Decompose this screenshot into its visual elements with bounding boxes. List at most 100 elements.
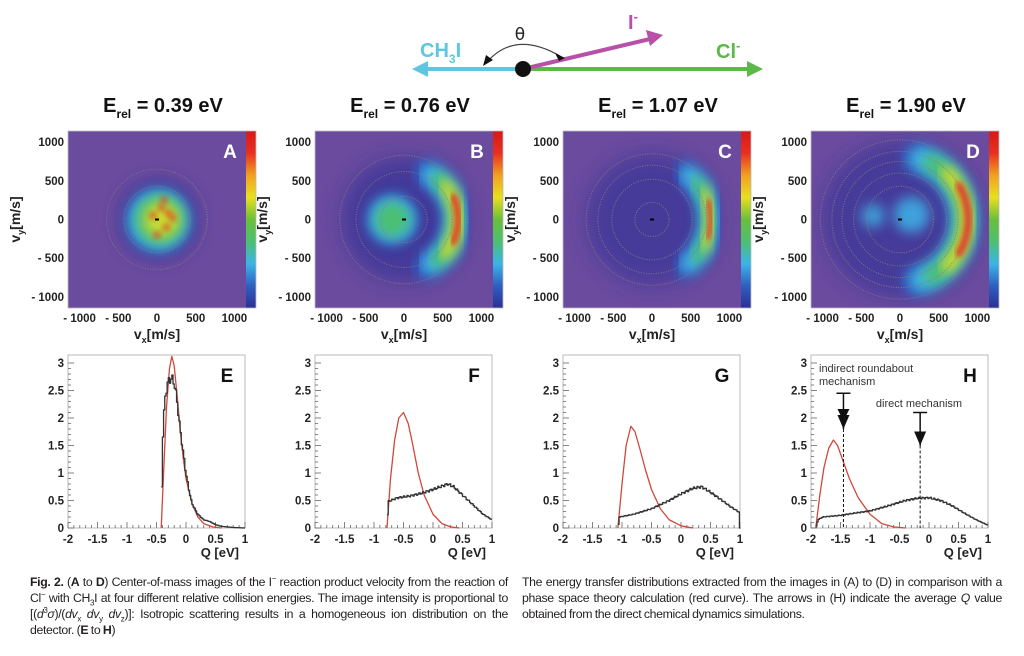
caption-segment: A <box>70 575 80 589</box>
caption-segment: 3 <box>90 598 95 608</box>
caption-segment: H <box>102 623 112 637</box>
text-part: rel <box>859 107 874 121</box>
x-axis-label: vx[m/s] <box>877 326 923 345</box>
y-tick-label: 1.5 <box>791 441 808 453</box>
caption-segment: )/( <box>54 607 66 621</box>
plot-g: -2 -1.5 -1 -0.5 0 0.5 1 0 0.5 1 1.5 2 2.5 3 Q [eV] G <box>543 354 744 560</box>
intensity-crescent <box>450 193 462 246</box>
x-tick-label: -1.5 <box>88 534 108 546</box>
y-tick-label: - 1000 <box>526 292 559 304</box>
y-tick-label: 2 <box>553 413 559 425</box>
text-part: x <box>885 335 890 345</box>
text-part: x <box>389 335 394 345</box>
y-tick-label: 2.5 <box>791 386 808 398</box>
annotation-label: mechanism <box>819 376 875 388</box>
intensity-blob <box>153 231 161 239</box>
measured-distribution-line <box>617 485 741 529</box>
y-tick-label: 1000 <box>38 137 64 149</box>
plot-f: -2 -1.5 -1 -0.5 0 0.5 1 0 0.5 1 1.5 2 2.5 3 Q [eV] F <box>295 354 496 560</box>
x-tick-label: 1 <box>985 534 992 546</box>
y-tick-label: 0.5 <box>543 496 560 508</box>
caption-segment: to <box>79 575 96 589</box>
caption-segment: The energy transfer distributions extrac… <box>522 575 1002 605</box>
x-tick-label: - 500 <box>105 313 131 325</box>
y-tick-label: 3 <box>58 358 64 370</box>
text-part: [m/s] <box>7 196 23 229</box>
text-part: v <box>381 326 389 342</box>
energy-title: Erel = 1.07 eV <box>598 95 718 121</box>
caption-segment: ( <box>63 575 71 589</box>
dotted-ring <box>634 201 670 238</box>
y-tick-label: 2 <box>58 413 64 425</box>
panel-letter: D <box>966 142 980 163</box>
x-axis-label: Q [eV] <box>944 545 982 560</box>
x-tick-label: 500 <box>186 313 205 325</box>
y-tick-label: 0.5 <box>48 496 65 508</box>
caption-segment: ) Center-of-mass images of the I <box>104 575 272 589</box>
x-tick-label: 0.5 <box>951 534 968 546</box>
text-part: x <box>637 335 642 345</box>
x-tick-label: 1000 <box>717 313 743 325</box>
x-tick-label: 0 <box>154 313 160 325</box>
y-tick-label: 0.5 <box>791 496 808 508</box>
text-part: I <box>628 12 634 34</box>
x-tick-label: 1000 <box>469 313 495 325</box>
y-tick-label: 3 <box>305 358 311 370</box>
plot-h: -2 -1.5 -1 -0.5 0 0.5 1 0 0.5 1 1.5 2 2.5 3 Q [eV] Hind… <box>791 354 992 560</box>
dotted-ring <box>585 153 719 286</box>
text-part: [m/s] <box>750 196 766 229</box>
text-part: = 1.07 eV <box>626 95 718 117</box>
panel-letter: G <box>715 366 730 387</box>
phase-space-theory-line <box>386 411 460 529</box>
caption-segment: Q <box>960 591 971 605</box>
x-axis-label: Q [eV] <box>201 545 239 560</box>
text-part: 3 <box>449 52 456 66</box>
x-tick-label: 0 <box>430 534 436 546</box>
panel-letter: F <box>468 366 480 387</box>
dotted-ring <box>597 164 707 275</box>
text-part: E <box>598 95 611 117</box>
y-tick-label: 1 <box>305 468 312 480</box>
text-part: v <box>7 235 23 243</box>
dotted-ring <box>355 171 453 268</box>
origin-marker <box>155 218 159 221</box>
y-tick-label: 1.5 <box>295 441 312 453</box>
arrow-head-icon <box>914 431 927 446</box>
y-tick-label: 2.5 <box>543 386 560 398</box>
plot-e: -2 -1.5 -1 -0.5 0 0.5 1 0 0.5 1 1.5 2 2.5 3 Q [eV] E <box>48 354 249 560</box>
cl-minus-label: Cl- <box>716 38 740 63</box>
y-tick-label: 0 <box>58 215 64 227</box>
text-part: y <box>263 230 273 235</box>
origin-marker <box>650 218 654 221</box>
text-part: [m/s] <box>147 326 180 342</box>
y-tick-label: 2.5 <box>295 386 312 398</box>
y-tick-label: 1.5 <box>543 441 560 453</box>
y-tick-label: 1000 <box>285 137 311 149</box>
intensity-blob <box>149 212 157 220</box>
panel-letter: C <box>718 142 732 163</box>
text-part: - <box>736 38 740 53</box>
caption-segment: I at four different relative collision e… <box>30 591 508 621</box>
x-tick-label: -1 <box>865 534 876 546</box>
y-tick-label: - 500 <box>781 253 807 265</box>
x-tick-label: 0.5 <box>208 534 225 546</box>
origin-marker <box>402 218 406 221</box>
colorbar <box>741 131 751 308</box>
text-part: v <box>629 326 637 342</box>
i-arrow-head <box>646 30 663 46</box>
x-tick-label: - 500 <box>848 313 874 325</box>
annotation-label: direct mechanism <box>876 398 962 410</box>
x-tick-label: 1 <box>737 534 744 546</box>
measured-distribution-line <box>815 496 988 527</box>
y-tick-label: 1000 <box>781 137 807 149</box>
dotted-ring <box>819 139 981 300</box>
energy-title: Erel = 0.39 eV <box>103 95 223 121</box>
x-tick-label: -0.5 <box>394 534 414 546</box>
x-tick-label: 0 <box>183 534 189 546</box>
text-part: [m/s] <box>502 196 518 229</box>
x-tick-label: - 500 <box>600 313 626 325</box>
intensity-blob <box>168 214 176 222</box>
